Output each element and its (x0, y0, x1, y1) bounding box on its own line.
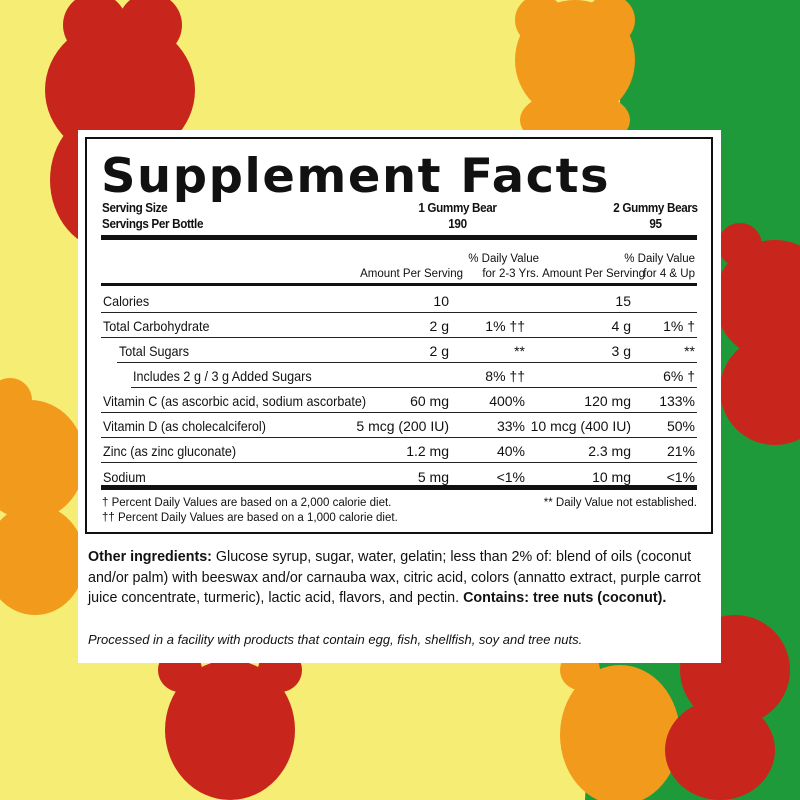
nutrient-a1: 5 mg (417, 469, 449, 485)
col1-serving: 1 Gummy Bear 190 (399, 200, 516, 232)
header-amt2: Amount Per Serving (542, 268, 645, 280)
nutrient-label: Vitamin C (as ascorbic acid, sodium asco… (103, 393, 367, 409)
nutrient-row: Total Sugars 2 g ** 3 g ** (117, 338, 697, 363)
nutrient-a1: 2 g (429, 343, 449, 359)
red-bear-bottom (158, 648, 302, 800)
nutrient-row: Vitamin C (as ascorbic acid, sodium asco… (101, 388, 697, 413)
nutrient-label: Calories (103, 293, 150, 309)
nutrient-d2: 21% (666, 443, 695, 459)
nutrient-row: Total Carbohydrate 2 g 1% †† 4 g 1% † (101, 313, 697, 338)
orange-bear-left (0, 378, 85, 615)
col2-serving-size: 2 Gummy Bears (613, 200, 698, 215)
nutrient-d1: 400% (489, 393, 525, 409)
nutrient-label: Zinc (as zinc gluconate) (103, 443, 237, 459)
divider (101, 235, 697, 240)
divider (101, 485, 697, 490)
nutrient-a2: 15 (615, 293, 631, 309)
facts-box: Supplement Facts Serving Size Servings P… (85, 137, 713, 534)
col1-servings-per: 190 (448, 216, 467, 231)
nutrient-a1: 10 (433, 293, 449, 309)
serving-info: Serving Size Servings Per Bottle 1 Gummy… (102, 200, 698, 232)
nutrient-a2: 4 g (611, 318, 631, 334)
header-dv1-line1: % Daily Value (468, 253, 539, 265)
nutrient-d2: 50% (666, 418, 695, 434)
nutrient-d1: ** (514, 343, 525, 359)
header-dv2-line1: % Daily Value (624, 253, 695, 265)
nutrient-a1: 1.2 mg (406, 443, 449, 459)
nutrient-a2: 10 mcg (400 IU) (530, 418, 631, 434)
footnote-1000: †† Percent Daily Values are based on a 1… (102, 512, 398, 524)
nutrient-d1: 8% †† (485, 368, 525, 384)
contains-allergens: Contains: tree nuts (coconut). (463, 590, 667, 606)
supplement-facts-panel: Supplement Facts Serving Size Servings P… (78, 130, 721, 663)
nutrient-a2: 2.3 mg (588, 443, 631, 459)
nutrient-d2: <1% (666, 469, 695, 485)
col2-servings-per: 95 (649, 216, 662, 231)
nutrient-d1: 40% (496, 443, 525, 459)
nutrient-d2: ** (684, 343, 695, 359)
nutrient-label: Vitamin D (as cholecalciferol) (103, 418, 266, 434)
facility-statement: Processed in a facility with products th… (88, 632, 583, 647)
nutrient-d2: 133% (659, 393, 695, 409)
nutrient-row: Vitamin D (as cholecalciferol) 5 mcg (200… (101, 413, 697, 438)
nutrient-d2: 1% † (663, 318, 695, 334)
serving-size-label: Serving Size (102, 200, 168, 215)
nutrient-d1: 1% †† (485, 318, 525, 334)
nutrient-a2: 120 mg (584, 393, 631, 409)
nutrient-d1: 33% (496, 418, 525, 434)
nutrient-row: Calories 10 15 (101, 288, 697, 313)
red-bear-right (715, 223, 800, 445)
col1-serving-size: 1 Gummy Bear (418, 200, 497, 215)
nutrient-row: Includes 2 g / 3 g Added Sugars 8% †† 6% † (131, 363, 697, 388)
header-dv1-line2: for 2-3 Yrs. (482, 268, 539, 280)
nutrient-row: Sodium 5 mg <1% 10 mg <1% (101, 463, 697, 488)
nutrient-a2: 10 mg (592, 469, 631, 485)
nutrient-row: Zinc (as zinc gluconate) 1.2 mg 40% 2.3 mg 2… (101, 438, 697, 463)
nutrient-a2: 3 g (611, 343, 631, 359)
nutrient-label: Total Carbohydrate (103, 318, 210, 334)
footnote-not-established: ** Daily Value not established. (543, 497, 697, 509)
servings-per-label: Servings Per Bottle (102, 216, 204, 231)
header-amt1: Amount Per Serving (360, 268, 463, 280)
ingredients-text: Glucose syrup, sugar, water, gelatin; le… (88, 549, 701, 606)
nutrient-label: Includes 2 g / 3 g Added Sugars (133, 368, 312, 384)
header-dv2-line2: for 4 & Up (643, 268, 695, 280)
nutrient-label: Total Sugars (119, 343, 190, 359)
nutrient-d1: <1% (496, 469, 525, 485)
orange-bear-top (515, 0, 635, 150)
divider (101, 283, 697, 286)
header-dv1: % Daily Value for 2-3 Yrs. (468, 252, 539, 282)
nutrient-a1: 5 mcg (200 IU) (356, 418, 449, 434)
ingredients-label: Other ingredients: (88, 549, 212, 565)
nutrient-a1: 2 g (429, 318, 449, 334)
facts-title: Supplement Facts (101, 149, 611, 204)
other-ingredients: Other ingredients: Glucose syrup, sugar,… (88, 547, 718, 609)
nutrient-label: Sodium (103, 469, 146, 485)
nutrient-a1: 60 mg (410, 393, 449, 409)
nutrient-d2: 6% † (663, 368, 695, 384)
col2-serving: 2 Gummy Bears 95 (588, 200, 723, 232)
header-dv2: % Daily Value for 4 & Up (624, 252, 709, 282)
footnote-2000: † Percent Daily Values are based on a 2,… (102, 497, 392, 509)
